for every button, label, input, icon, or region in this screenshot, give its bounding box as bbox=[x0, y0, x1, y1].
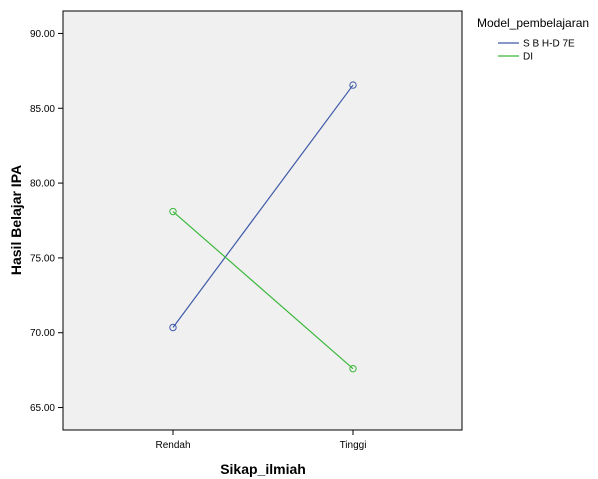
legend-label: DI bbox=[523, 52, 533, 63]
legend-label: S B H-D 7E bbox=[523, 39, 575, 50]
legend: S B H-D 7E DI bbox=[498, 39, 575, 63]
y-tick-label: 75.00 bbox=[30, 253, 55, 264]
x-axis-ticks: Rendah Tinggi bbox=[155, 430, 366, 451]
y-tick-label: 80.00 bbox=[30, 179, 55, 190]
y-axis-ticks: 65.00 70.00 75.00 80.00 85.00 90.00 bbox=[30, 29, 63, 414]
series-layer bbox=[169, 81, 357, 373]
series-line bbox=[172, 211, 354, 370]
data-point-marker bbox=[349, 81, 357, 89]
data-point-marker bbox=[169, 323, 177, 332]
x-tick-label: Rendah bbox=[155, 440, 190, 451]
y-tick-label: 65.00 bbox=[30, 403, 55, 414]
data-point-marker bbox=[349, 364, 357, 373]
plot-area bbox=[62, 10, 463, 431]
y-tick-label: 85.00 bbox=[30, 104, 55, 115]
y-axis-title: Hasil Belajar IPA bbox=[8, 165, 24, 275]
legend-title: Model_pembelajaran bbox=[477, 16, 589, 30]
x-axis-title: Sikap_ilmiah bbox=[220, 461, 306, 477]
y-tick-label: 70.00 bbox=[30, 328, 55, 339]
data-point-marker bbox=[169, 207, 177, 216]
y-tick-label: 90.00 bbox=[30, 29, 55, 40]
x-tick-label: Tinggi bbox=[340, 440, 367, 451]
series-line bbox=[172, 84, 354, 328]
